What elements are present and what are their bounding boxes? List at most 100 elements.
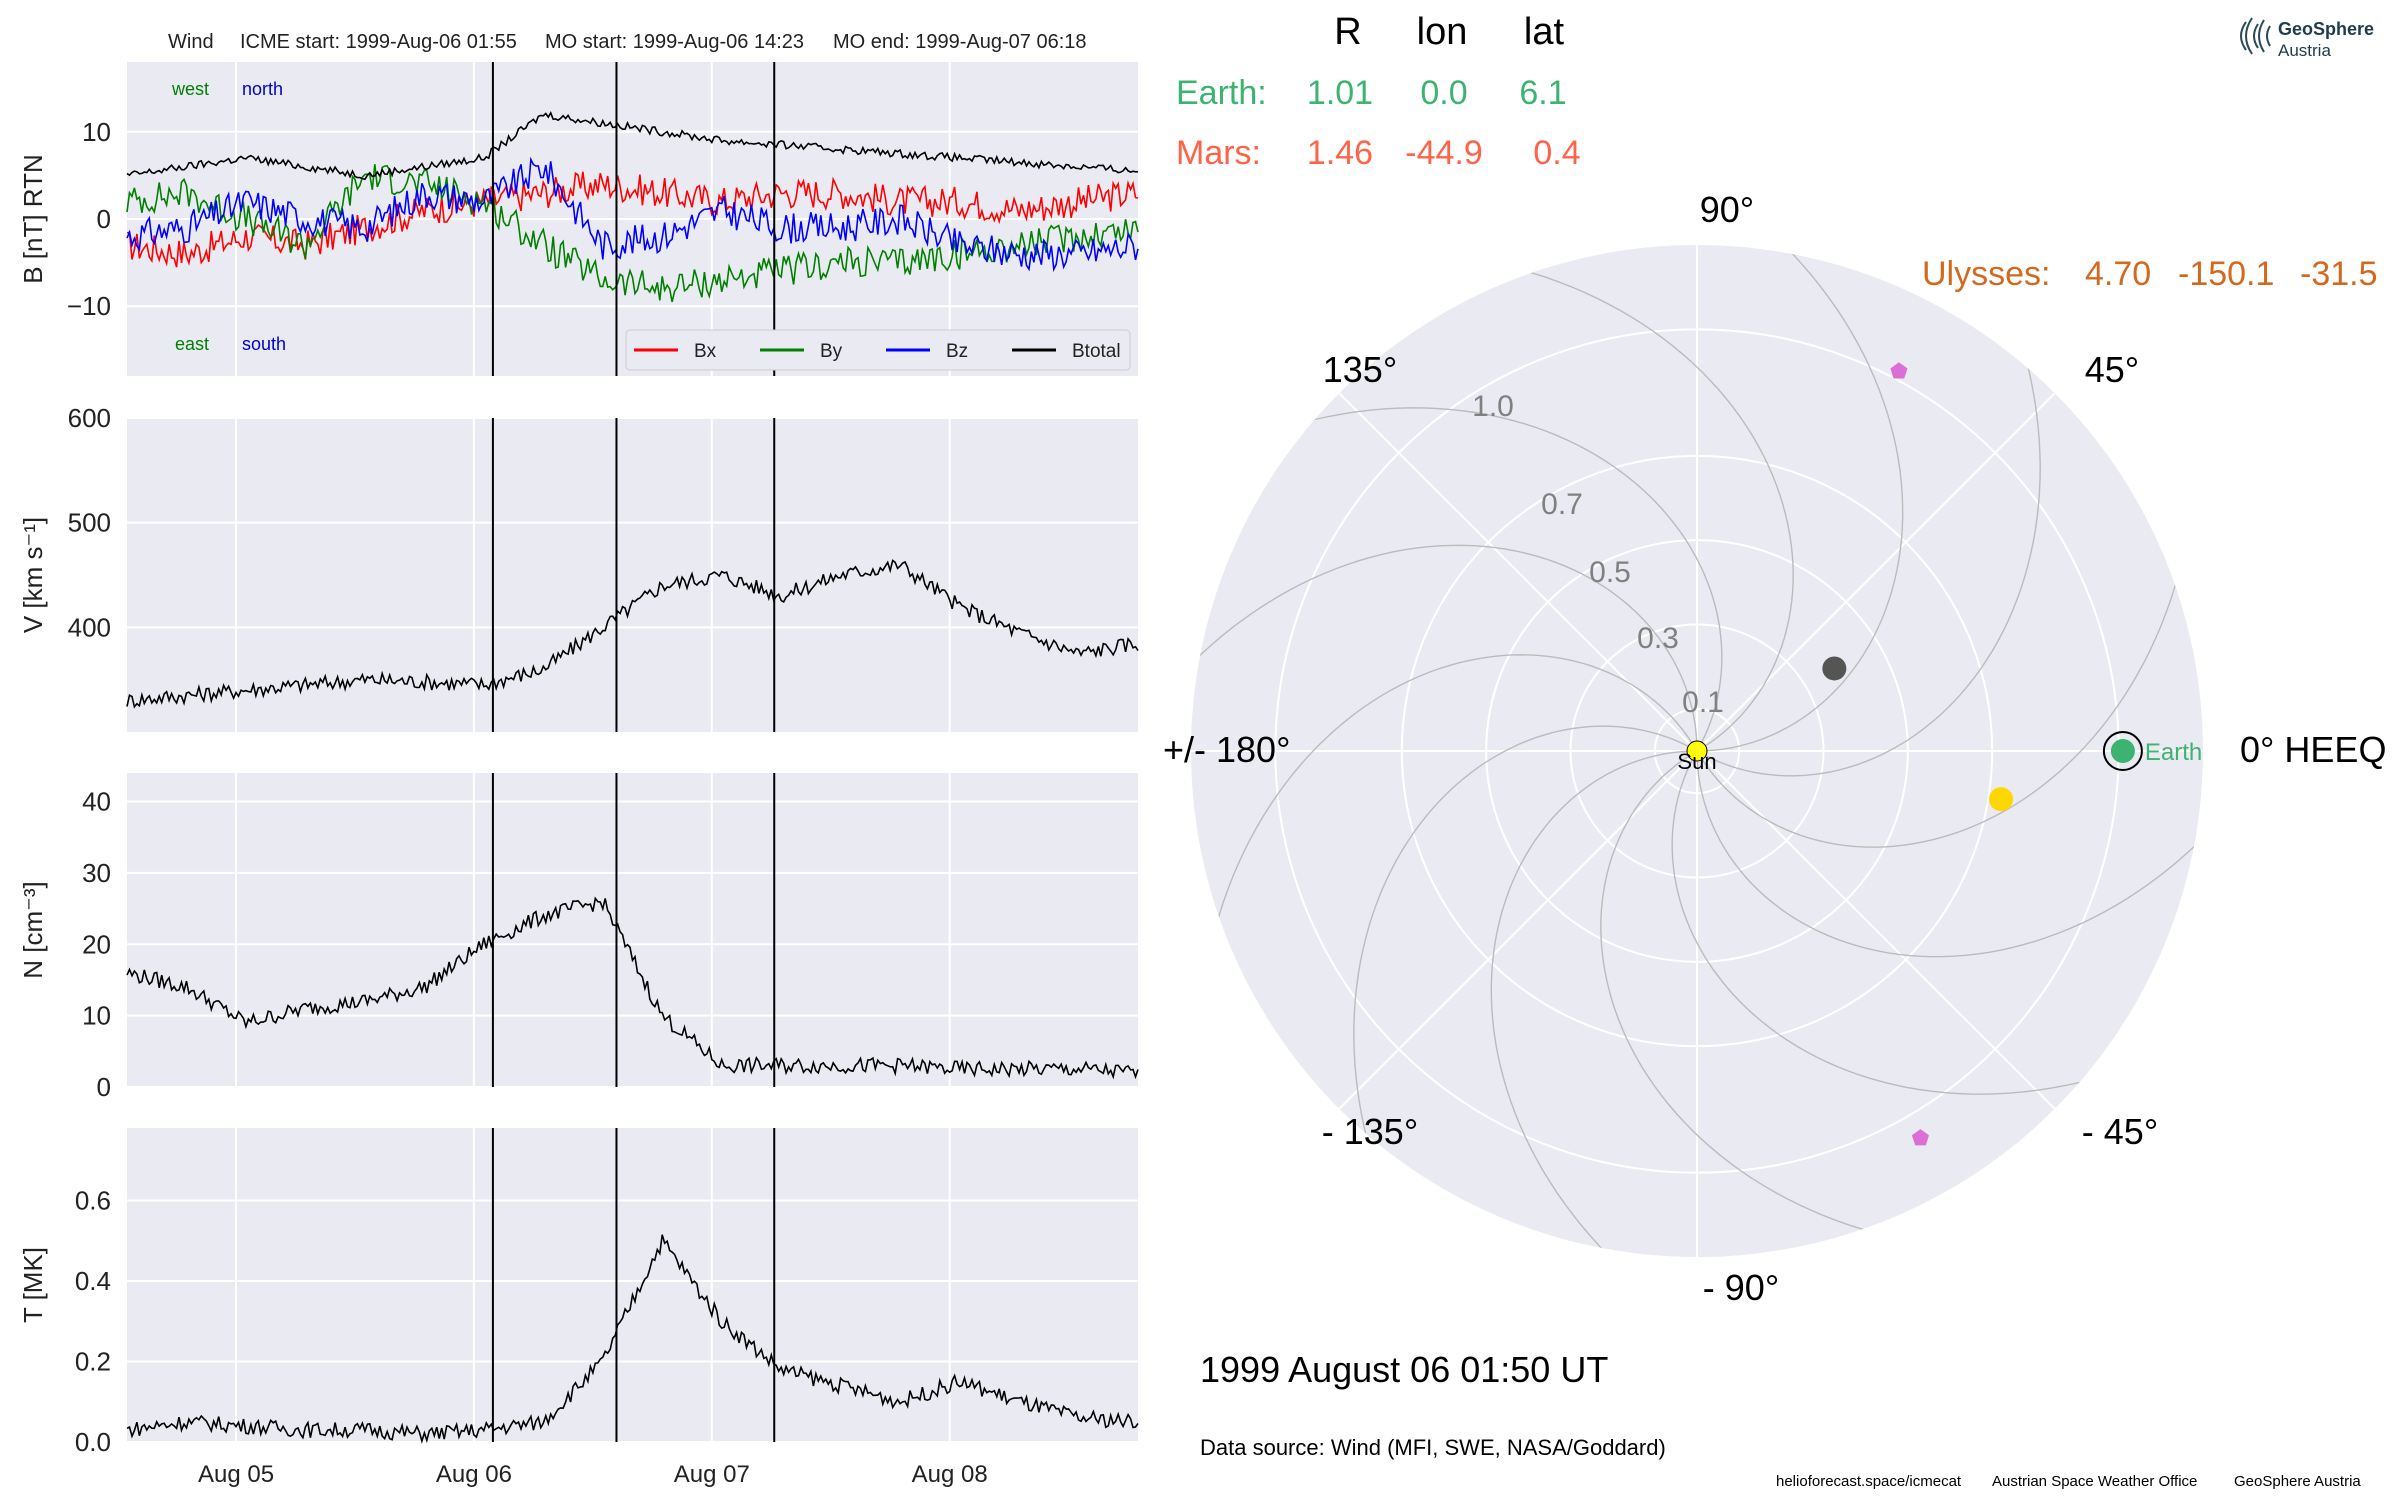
panel-2: 40 30 20 10 0 N [cm⁻³] [18, 773, 1139, 1102]
mars-row-r: 1.46 [1307, 134, 1373, 172]
y-tick-label: 0.2 [75, 1346, 111, 1376]
spiral-line [1352, 245, 1904, 752]
series-n [126, 896, 1139, 1080]
x-tick-label: Aug 06 [436, 1461, 512, 1488]
table-header-r: R [1334, 11, 1361, 53]
y-tick-label: 10 [82, 1001, 111, 1031]
angle-label: - 135° [1322, 1111, 1418, 1152]
earth-row-name: Earth: [1176, 74, 1267, 112]
radial-tick-label: 1.0 [1472, 390, 1514, 423]
table-header-lat: lat [1524, 11, 1565, 53]
panel-1: 600 500 400 V [km s⁻¹] [18, 403, 1139, 732]
y-tick-label: 0 [97, 1072, 111, 1102]
header-spacecraft: Wind [168, 31, 214, 53]
panel-background [127, 1128, 1138, 1442]
parker-spirals [1191, 245, 2203, 1257]
timeseries-panels: 10 0 −10 B [nT] RTN west north east south Bx By Bz… [18, 62, 1139, 1488]
y-axis-label: T [MK] [18, 1247, 48, 1323]
x-tick-label: Aug 07 [674, 1461, 750, 1488]
ulysses-row-r: 4.70 [2085, 255, 2151, 293]
angle-label: 135° [1323, 349, 1397, 390]
timestamp: 1999 August 06 01:50 UT [1200, 1349, 1608, 1390]
annotation-east: east [175, 334, 209, 354]
logo-line2: Austria [2278, 41, 2331, 60]
spiral-line [1353, 725, 1698, 1257]
spiral-line [1490, 750, 2042, 1257]
angle-label: - 90° [1703, 1267, 1779, 1308]
panel-3: 0.6 0.4 0.2 0.0 T [MK] Aug 05 Aug 06 Aug 07 Aug … [18, 1128, 1139, 1488]
earth-row-r: 1.01 [1307, 74, 1373, 112]
dark-body-marker [1822, 656, 1847, 681]
spiral-line [1191, 407, 1723, 752]
annotation-west: west [171, 79, 209, 99]
angle-label: - 45° [2082, 1111, 2158, 1152]
angle-label: 90° [1700, 189, 1754, 230]
footer-org: GeoSphere Austria [2234, 1473, 2361, 1490]
annotation-north: north [242, 79, 283, 99]
series-btotal [126, 111, 1139, 181]
y-axis-label: B [nT] RTN [18, 154, 48, 284]
footer-office: Austrian Space Weather Office [1992, 1473, 2197, 1490]
mars-row-lon: -44.9 [1405, 134, 1483, 172]
earth-ring [2102, 731, 2143, 771]
y-axis-label: V [km s⁻¹] [18, 517, 48, 633]
ulysses-row-lat: -31.5 [2300, 255, 2378, 293]
annotation-south: south [242, 334, 286, 354]
y-tick-label: 20 [82, 929, 111, 959]
earth-row-lon: 0.0 [1420, 74, 1467, 112]
legend-label: Bx [694, 341, 717, 362]
mars-row-name: Mars: [1176, 134, 1261, 172]
violet-marker-1-marker [1890, 362, 1908, 379]
data-source: Data source: Wind (MFI, SWE, NASA/Goddar… [1200, 1435, 1666, 1460]
angle-label: +/- 180° [1163, 729, 1290, 770]
table-header-lon: lon [1417, 11, 1468, 53]
legend-label: Btotal [1072, 341, 1121, 362]
y-tick-label: 0.4 [75, 1266, 111, 1296]
logo-line1: GeoSphere [2278, 19, 2374, 39]
legend-box [625, 329, 1131, 371]
y-tick-label: −10 [67, 291, 111, 321]
violet-marker-2-marker [1911, 1129, 1929, 1146]
header-mo-start: MO start: 1999-Aug-06 14:23 [545, 31, 804, 53]
angle-label: 0° HEEQ [2240, 729, 2386, 770]
y-tick-label: 10 [82, 117, 111, 147]
earth-row-lat: 6.1 [1519, 74, 1566, 112]
y-tick-label: 0 [97, 204, 111, 234]
y-tick-label: 500 [68, 508, 111, 538]
y-tick-label: 30 [82, 858, 111, 888]
x-tick-label: Aug 05 [198, 1461, 274, 1488]
panel-background [127, 418, 1138, 732]
series-bx [126, 171, 1139, 268]
radius-gridline [1400, 454, 1994, 1048]
series-v [126, 559, 1139, 709]
legend-label: By [820, 341, 843, 362]
legend: Bx By Bz Btotal [625, 329, 1131, 371]
header-mo-end: MO end: 1999-Aug-07 06:18 [833, 31, 1087, 53]
radial-tick-label: 0.1 [1682, 686, 1724, 719]
yellow-body-marker [1989, 787, 2014, 812]
polar-plot: 0.10.30.5 0.7 1.0 0° HEEQ 45° 90° 135° +/- 180°… [1163, 189, 2386, 1308]
sun-label: Sun [1677, 749, 1716, 774]
sun-marker [1686, 740, 1708, 762]
y-tick-label: 600 [68, 403, 111, 433]
ulysses-row-name: Ulysses: [1922, 255, 2050, 293]
radial-tick-label: 0.5 [1589, 556, 1631, 589]
series-by [126, 164, 1139, 303]
spiral-line [1696, 406, 2203, 958]
series-bz [126, 156, 1139, 273]
radius-gridline [1569, 623, 1825, 879]
radial-tick-label: 0.7 [1541, 488, 1583, 521]
legend-label: Bz [946, 341, 968, 362]
y-tick-label: 0.6 [75, 1185, 111, 1215]
y-tick-label: 400 [68, 612, 111, 642]
earth-marker [2110, 739, 2135, 763]
spiral-line [1671, 750, 2203, 1095]
panel-0: 10 0 −10 B [nT] RTN west north east south Bx By Bz… [18, 62, 1139, 376]
positions-table: R lon lat Earth: 1.01 0.0 6.1 Mars: 1.46… [1176, 11, 2378, 293]
mars-row-lat: 0.4 [1533, 134, 1580, 172]
angle-label: 45° [2085, 349, 2139, 390]
y-tick-label: 40 [82, 787, 111, 817]
radius-gridline [1653, 707, 1741, 795]
spiral-line [1696, 245, 2041, 777]
